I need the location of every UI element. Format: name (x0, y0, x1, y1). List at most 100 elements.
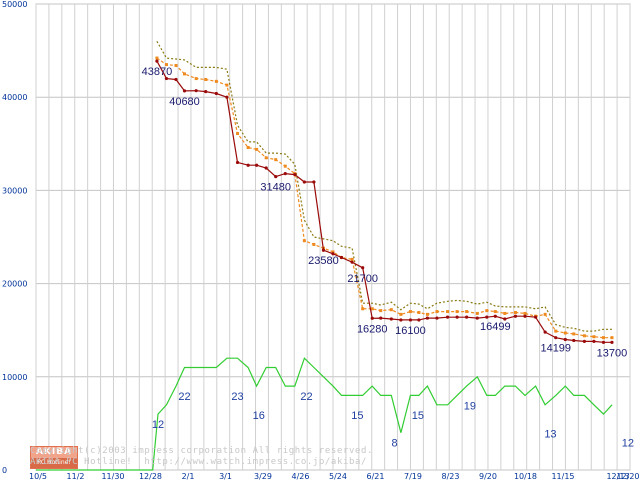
point-low (445, 315, 450, 319)
point-low (601, 340, 606, 344)
count-data-label: 12 (152, 419, 164, 431)
point-low (174, 77, 178, 82)
point-low (425, 316, 430, 320)
point-low (225, 95, 229, 99)
point-average (554, 329, 558, 333)
copyright-watermark: Copyright(c)2003 impress corporation All… (30, 446, 373, 468)
count-data-label: 19 (464, 400, 476, 412)
point-low (246, 163, 250, 167)
price-data-label: 21700 (347, 273, 378, 285)
series-line-shops (36, 357, 613, 471)
point-low (417, 318, 421, 322)
point-average (194, 77, 198, 81)
point-low (399, 318, 403, 322)
point-low (370, 316, 374, 320)
point-average (164, 63, 168, 67)
point-low (214, 91, 218, 96)
point-low (503, 317, 507, 321)
point-average (610, 336, 614, 340)
point-low (264, 166, 268, 170)
point-low (379, 316, 383, 320)
chart-grid (35, 3, 631, 471)
count-data-label: 15 (351, 410, 363, 422)
point-low (455, 315, 459, 319)
point-low (592, 339, 596, 343)
point-low (485, 315, 489, 319)
count-data-label: 13 (544, 428, 556, 440)
x-tick-label: 12/13 (606, 472, 629, 480)
point-average (417, 310, 421, 314)
point-average (425, 312, 429, 316)
point-low (321, 248, 326, 252)
logo-text-bottom: PC Hotline! (31, 458, 77, 468)
point-average (446, 310, 450, 314)
x-tick-label: 11/15 (551, 472, 574, 480)
series-line-average (156, 57, 612, 339)
point-low (572, 338, 576, 343)
x-tick-label: 9/20 (479, 472, 497, 480)
point-low (283, 172, 287, 176)
point-low (389, 317, 393, 321)
y-tick-label: 30000 (2, 186, 27, 195)
point-low (361, 266, 365, 270)
point-low (182, 89, 187, 93)
point-low (339, 255, 344, 260)
y-tick-label: 0 (2, 466, 7, 475)
point-average (214, 79, 218, 83)
point-low (331, 252, 335, 256)
x-tick-label: 10/18 (514, 472, 537, 480)
price-data-label: 16280 (357, 323, 388, 335)
series-line-high (156, 41, 612, 332)
count-data-label: 22 (300, 391, 312, 403)
point-low (513, 314, 518, 318)
point-low (610, 340, 614, 344)
point-low (475, 316, 479, 320)
point-low (582, 339, 586, 343)
point-average (572, 332, 576, 336)
logo-text-top: AKIBA (35, 447, 73, 457)
point-low (465, 315, 469, 319)
point-low (435, 316, 439, 320)
count-data-label: 8 (391, 438, 397, 450)
point-average (350, 257, 354, 261)
count-data-label: 12 (622, 438, 634, 450)
point-average (455, 310, 459, 314)
x-tick-label: 12/28 (139, 472, 162, 480)
point-low (293, 172, 297, 177)
y-tick-label: 50000 (2, 0, 27, 9)
count-data-label: 16 (253, 410, 265, 422)
point-low (235, 160, 240, 165)
point-low (554, 336, 558, 340)
x-tick-label: 3/29 (254, 472, 272, 480)
point-average (465, 310, 469, 314)
point-average (274, 158, 278, 162)
x-tick-label: 6/21 (367, 472, 385, 480)
price-data-label: 16499 (480, 321, 511, 333)
copyright-line: Copyright(c)2003 impress corporation All… (30, 446, 374, 456)
point-average (255, 147, 259, 151)
point-low (255, 163, 259, 167)
chart-series (36, 41, 614, 471)
point-low (563, 337, 567, 342)
point-average (183, 72, 186, 76)
data-labels: 43870 40680 31480 23580 21700 16280 16100 16499… (142, 66, 634, 450)
price-data-label: 14199 (540, 343, 571, 355)
x-tick-label: 5/24 (329, 472, 347, 480)
point-low (350, 260, 354, 264)
point-average (331, 250, 335, 254)
site-url-line: AKIBA PC Hotline! http://www.watch.impre… (30, 457, 368, 467)
point-low (204, 90, 208, 94)
point-average (361, 307, 365, 311)
point-average (370, 307, 374, 311)
point-low (164, 76, 169, 81)
x-tick-label: 8/23 (442, 472, 460, 480)
point-average (543, 312, 547, 316)
point-average (389, 308, 393, 312)
x-tick-label: 7/19 (404, 472, 422, 480)
price-data-label: 40680 (169, 96, 200, 108)
point-average (601, 336, 605, 340)
point-average (225, 83, 229, 87)
x-tick-label: 10/5 (29, 472, 47, 480)
point-average (312, 242, 316, 246)
